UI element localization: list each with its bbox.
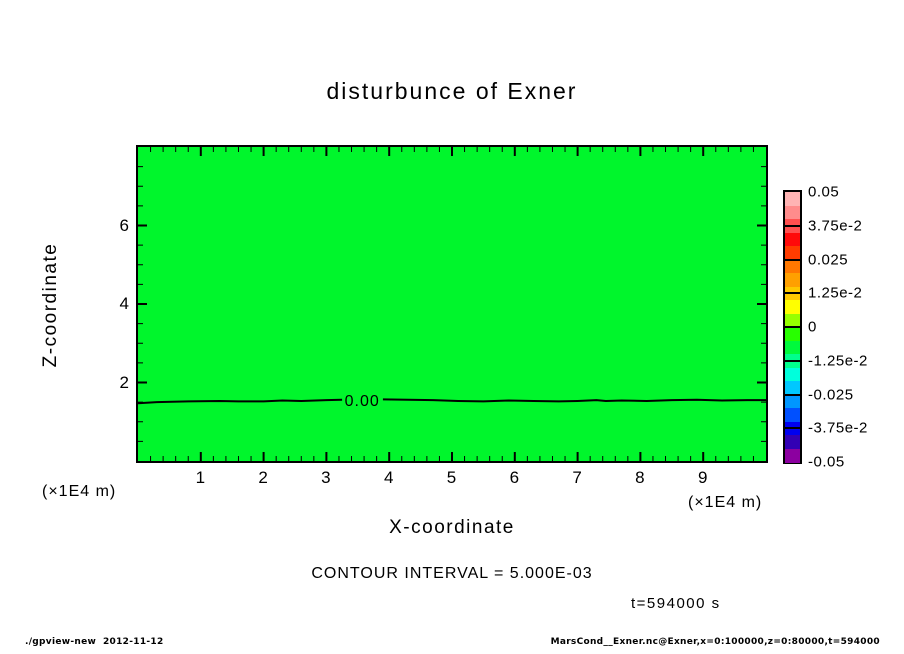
y-tick-label: 6 [119, 215, 130, 235]
colorbar-label: -0.025 [808, 386, 854, 403]
x-tick-label: 6 [509, 468, 521, 487]
y-axis-label: Z-coordinate [40, 242, 61, 368]
colorbar-label: -3.75e-2 [808, 419, 868, 437]
colorbar-cell [785, 435, 800, 449]
colorbar [783, 190, 802, 464]
colorbar-tick-line [785, 224, 800, 227]
colorbar-cell [785, 246, 800, 260]
colorbar-cell [785, 273, 800, 287]
colorbar-label: 1.25e-2 [808, 284, 863, 302]
y-tick-label: 2 [119, 372, 130, 392]
footer-data-source: MarsCond__Exner.nc@Exner,x=0:100000,z=0:… [550, 637, 880, 647]
colorbar-cell [785, 259, 800, 274]
y-tick-label: 4 [119, 294, 130, 313]
colorbar-cell [785, 232, 800, 247]
time-annotation: t=594000 s [631, 595, 721, 612]
colorbar-label: 0.025 [808, 251, 849, 268]
colorbar-cell [785, 300, 800, 314]
colorbar-tick-line [785, 326, 800, 328]
zero-contour-line [382, 398, 766, 403]
x-tick-label: 7 [572, 468, 583, 487]
colorbar-label: 0.05 [808, 183, 840, 201]
contour-plot-canvas: 0.00 [138, 147, 766, 461]
x-axis-label: X-coordinate [389, 517, 515, 538]
colorbar-cell [785, 381, 800, 395]
colorbar-cell [785, 205, 800, 220]
colorbar-cell [785, 367, 800, 382]
x-tick-label: 1 [195, 468, 207, 487]
x-tick-label: 4 [383, 468, 395, 487]
x-tick-label: 5 [446, 468, 458, 487]
colorbar-cell [785, 327, 800, 341]
colorbar-cell [785, 394, 800, 409]
x-axis-unit-left: (×1E4 m) [42, 483, 117, 500]
colorbar-tick-line [785, 258, 800, 261]
colorbar-tick-line [785, 359, 800, 362]
contour-interval-note: CONTOUR INTERVAL = 5.000E-03 [311, 565, 593, 582]
colorbar-tick-line [785, 393, 800, 396]
colorbar-tick-line [785, 292, 800, 295]
colorbar-cell [785, 313, 800, 328]
colorbar-label: 3.75e-2 [808, 217, 863, 235]
colorbar-cell [785, 340, 800, 355]
colorbar-label: -1.25e-2 [808, 352, 868, 370]
plot-area: 0.00 [136, 145, 768, 463]
colorbar-cell [785, 448, 800, 463]
plot-title: disturbunce of Exner [326, 78, 578, 104]
x-tick-label: 3 [321, 468, 332, 487]
x-tick-label: 8 [635, 468, 646, 487]
footer-command-line: ./gpview-new 2012-11-12 [25, 637, 164, 647]
colorbar-cell [785, 192, 800, 206]
colorbar-cell [785, 408, 800, 422]
colorbar-tick-line [785, 427, 800, 430]
colorbar-label: -0.05 [808, 453, 845, 471]
zero-contour-line [138, 398, 343, 405]
colorbar-label: 0 [808, 318, 817, 336]
x-tick-label: 9 [697, 468, 709, 487]
x-tick-label: 2 [258, 468, 269, 487]
zero-contour-label: 0.00 [345, 393, 380, 410]
x-axis-unit-right: (×1E4 m) [688, 494, 763, 511]
